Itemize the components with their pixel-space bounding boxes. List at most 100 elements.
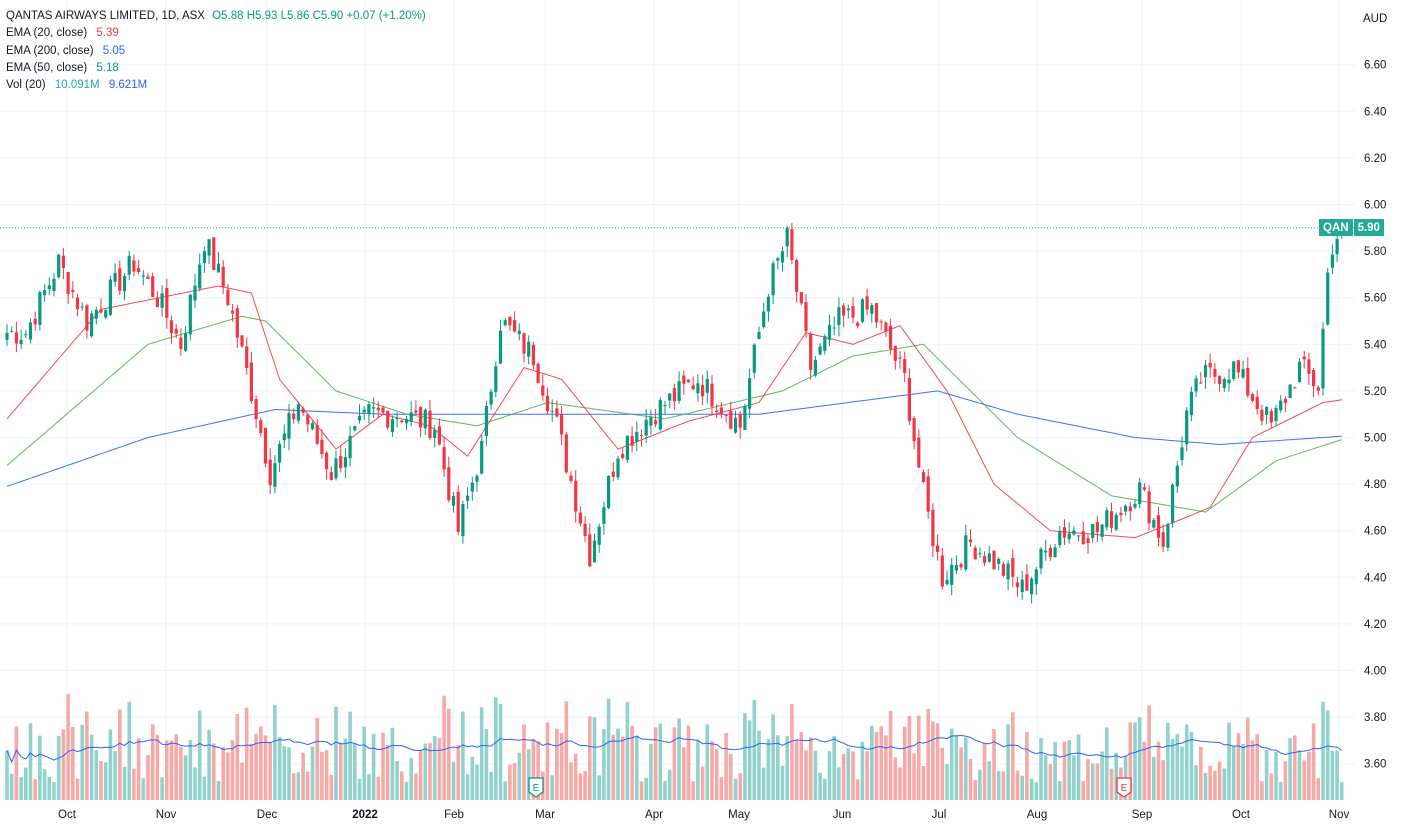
candle-body bbox=[99, 309, 103, 313]
candle-body bbox=[442, 447, 446, 470]
candle-body bbox=[475, 475, 479, 482]
volume-bar bbox=[1062, 741, 1067, 800]
volume-bar bbox=[277, 736, 282, 800]
candle-body bbox=[649, 416, 653, 426]
candle bbox=[273, 455, 277, 494]
candle bbox=[108, 275, 112, 316]
earnings-marker[interactable]: E bbox=[1116, 777, 1132, 798]
candle-body bbox=[588, 534, 592, 567]
volume-bar bbox=[99, 760, 103, 800]
volume-bar bbox=[747, 720, 752, 800]
candle bbox=[654, 408, 658, 428]
candle bbox=[1307, 352, 1311, 386]
ema20-value: 5.39 bbox=[96, 27, 119, 40]
candle bbox=[1316, 385, 1320, 396]
volume-bar bbox=[982, 743, 987, 800]
candle bbox=[1030, 576, 1034, 604]
volume-bar bbox=[353, 743, 357, 800]
volume-bar bbox=[1208, 765, 1212, 800]
volume-bar bbox=[564, 701, 569, 800]
volume-bar bbox=[559, 733, 564, 800]
volume-bar bbox=[1269, 773, 1274, 800]
price-axis[interactable]: AUD 6.60 6.40 6.20 6.00 5.80 5.60 5.40 5.20 5.00 4… bbox=[1363, 13, 1387, 771]
volume-bar bbox=[1025, 731, 1029, 800]
candle-body bbox=[498, 330, 503, 364]
candle bbox=[555, 400, 559, 418]
candle bbox=[122, 273, 127, 301]
candle bbox=[1321, 322, 1325, 396]
candle bbox=[611, 462, 615, 482]
candle-body bbox=[832, 327, 836, 329]
candle bbox=[879, 319, 883, 331]
candle bbox=[846, 304, 850, 319]
volume-bar bbox=[1217, 761, 1222, 800]
open-value: O5.88 bbox=[212, 10, 244, 22]
legend-ema50-row[interactable]: EMA (50, close) 5.18 bbox=[6, 60, 426, 77]
candle-body bbox=[931, 509, 935, 547]
candle bbox=[597, 523, 601, 553]
candle-body bbox=[569, 475, 573, 481]
candle-body bbox=[404, 418, 409, 424]
candle-body bbox=[165, 288, 169, 318]
volume-bar bbox=[28, 723, 33, 800]
candle bbox=[43, 284, 47, 302]
candle bbox=[1124, 504, 1128, 516]
legend-symbol-row[interactable]: QANTAS AIRWAYS LIMITED, 1D, ASX O5.88 H5… bbox=[6, 8, 426, 25]
volume-bar bbox=[700, 766, 705, 800]
candle-body bbox=[19, 339, 23, 344]
candle bbox=[198, 253, 202, 292]
candle-body bbox=[1081, 531, 1085, 544]
candle-body bbox=[987, 553, 991, 562]
legend-volume-row[interactable]: Vol (20) 10.091M 9.621M bbox=[6, 77, 426, 94]
volume-bar bbox=[686, 725, 691, 800]
candle-body bbox=[5, 332, 9, 340]
candle bbox=[1269, 408, 1273, 429]
candle bbox=[550, 399, 554, 423]
candle-body bbox=[1133, 503, 1137, 508]
volume-bar bbox=[1105, 727, 1109, 800]
candle-body bbox=[1189, 391, 1193, 416]
candle bbox=[470, 476, 474, 501]
candle-body bbox=[263, 427, 268, 464]
volume-bar bbox=[1302, 760, 1306, 800]
candle-body bbox=[870, 305, 874, 314]
volume-bar bbox=[616, 728, 620, 800]
volume-bar bbox=[1095, 763, 1100, 800]
candle bbox=[729, 401, 733, 430]
legend-ema200-row[interactable]: EMA (200, close) 5.05 bbox=[6, 43, 426, 60]
candlesticks[interactable] bbox=[5, 219, 1344, 604]
candle-body bbox=[386, 410, 390, 428]
volume-bar bbox=[945, 764, 949, 800]
volume-bar bbox=[52, 782, 56, 800]
earnings-marker[interactable]: E bbox=[528, 777, 544, 798]
candle-body bbox=[795, 260, 799, 292]
candle bbox=[1185, 407, 1189, 452]
candle bbox=[522, 332, 526, 363]
price-tick-label: 6.00 bbox=[1364, 200, 1386, 212]
candle bbox=[61, 247, 65, 280]
volume-bar bbox=[324, 750, 329, 800]
candle bbox=[569, 471, 573, 484]
volume-bar bbox=[851, 751, 855, 800]
time-axis[interactable]: Oct Nov Dec 2022 Feb Mar Apr May Jun Jul Aug Sep Oct… bbox=[58, 809, 1349, 821]
candle-body bbox=[1095, 522, 1099, 532]
candle-body bbox=[75, 297, 80, 309]
low-value: L5.86 bbox=[280, 10, 310, 22]
volume-bar bbox=[362, 726, 366, 800]
legend-ema20-row[interactable]: EMA (20, close) 5.39 bbox=[6, 25, 426, 42]
volume-bar bbox=[790, 704, 794, 800]
volume-bar bbox=[108, 729, 113, 800]
candle-body bbox=[1034, 569, 1038, 585]
candle-body bbox=[71, 289, 75, 292]
volume-bar bbox=[1311, 723, 1316, 800]
candle-body bbox=[132, 260, 136, 272]
candle-body bbox=[372, 407, 376, 409]
candle bbox=[964, 524, 968, 572]
candle-body bbox=[550, 410, 554, 412]
candle-body bbox=[1006, 563, 1010, 580]
volume-bar bbox=[71, 726, 75, 800]
candle-body bbox=[1316, 387, 1320, 391]
candle-body bbox=[278, 444, 282, 463]
